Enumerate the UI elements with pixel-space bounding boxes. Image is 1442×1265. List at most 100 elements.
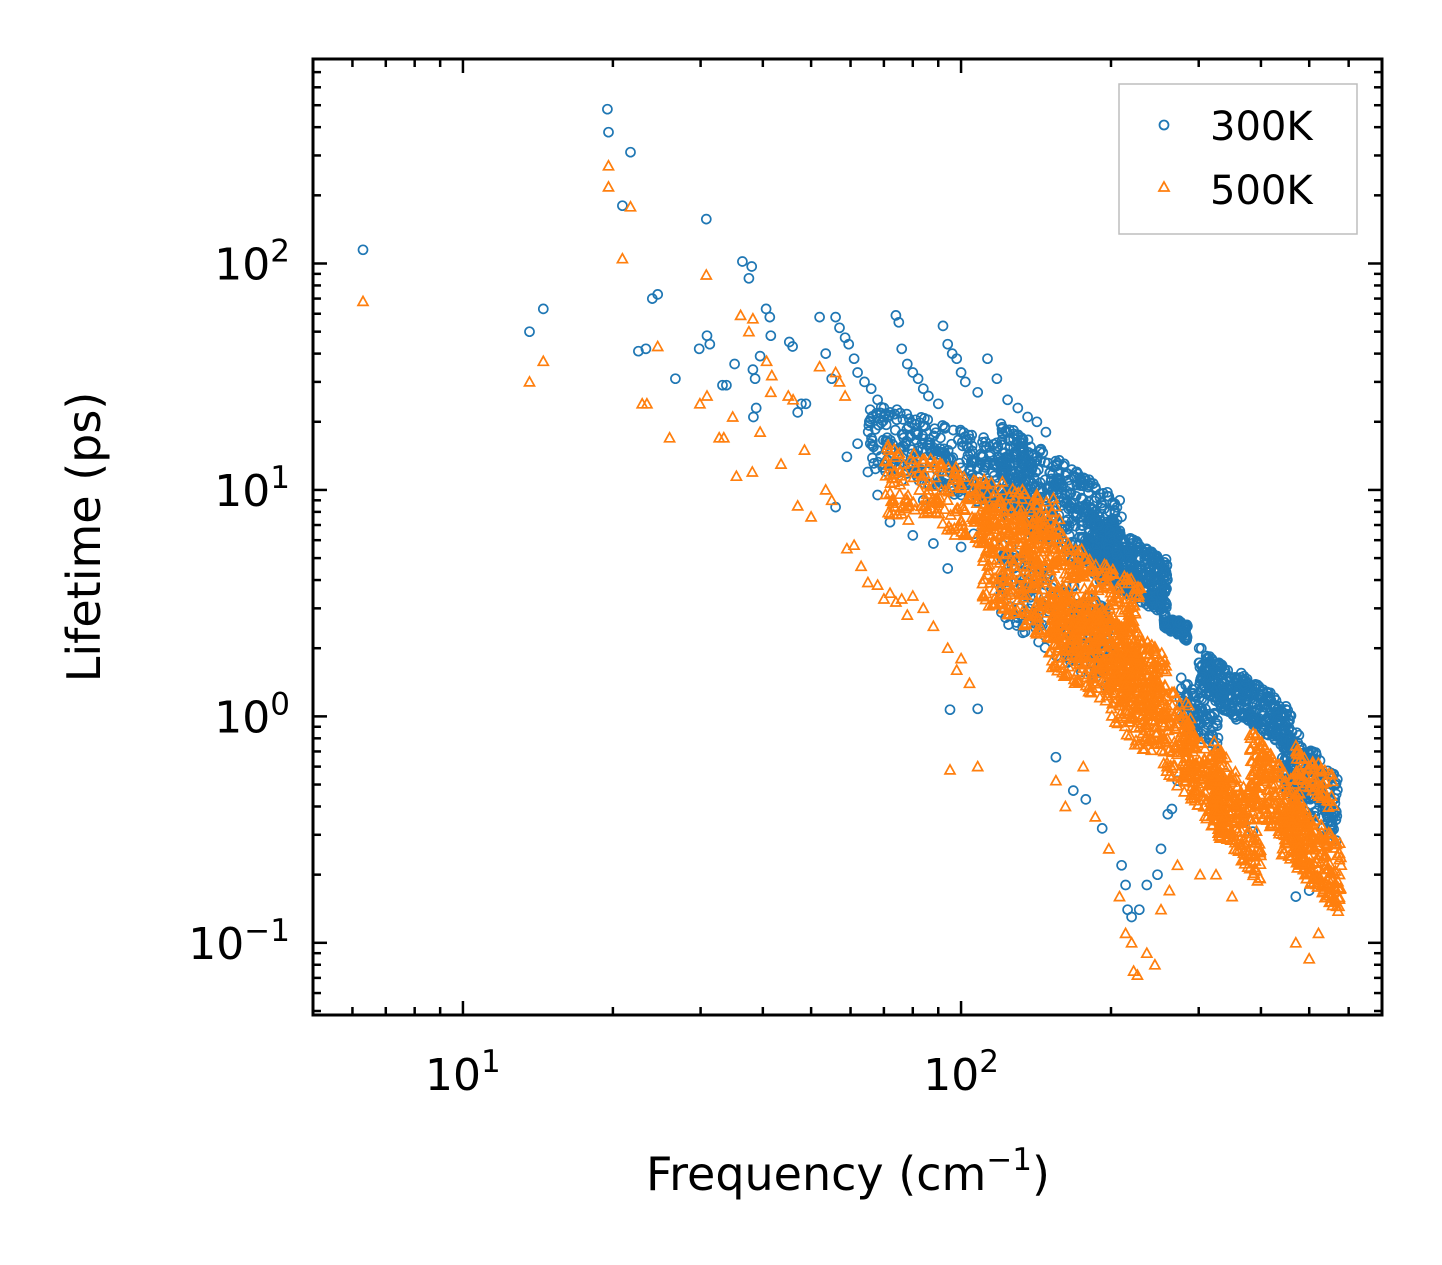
data-point-300K (787, 341, 798, 352)
data-point-500K (1195, 763, 1209, 776)
data-point-500K (919, 493, 933, 505)
data-point-300K (1159, 584, 1171, 595)
data-point-300K (1176, 683, 1187, 694)
data-point-300K (1037, 447, 1049, 459)
data-point-500K (1001, 558, 1015, 570)
data-point-500K (700, 389, 714, 401)
data-point-500K (1114, 706, 1127, 719)
data-point-500K (1249, 836, 1263, 848)
data-point-500K (1103, 601, 1116, 614)
data-point-500K (1132, 649, 1146, 661)
data-point-500K (906, 589, 920, 601)
data-point-500K (1040, 494, 1053, 507)
data-point-500K (1108, 695, 1122, 708)
data-point-300K (865, 383, 877, 395)
data-point-500K (1214, 817, 1228, 830)
data-point-500K (1038, 573, 1052, 585)
data-point-500K (1169, 741, 1183, 754)
data-point-500K (1136, 671, 1149, 684)
data-point-500K (960, 528, 974, 540)
data-point-300K (1025, 483, 1037, 495)
data-point-300K (907, 367, 919, 378)
data-point-500K (1079, 551, 1093, 564)
data-point-500K (1193, 867, 1207, 880)
data-point-500K (1113, 605, 1127, 618)
data-point-300K (951, 353, 963, 365)
data-point-500K (995, 483, 1009, 496)
data-point-500K (996, 536, 1010, 549)
data-point-500K (1222, 786, 1236, 799)
data-point-500K (764, 385, 778, 398)
data-point-500K (928, 455, 942, 468)
data-point-500K (1209, 867, 1223, 880)
data-point-500K (1157, 756, 1171, 769)
data-point-500K (871, 578, 885, 590)
data-point-300K (870, 463, 881, 475)
data-point-300K (1155, 843, 1167, 855)
data-point-300K (1071, 503, 1083, 515)
data-point-500K (1093, 568, 1107, 581)
data-point-500K (1302, 952, 1316, 964)
data-point-500K (1123, 712, 1137, 724)
data-point-500K (1167, 735, 1181, 747)
data-point-300K (749, 373, 761, 385)
data-point-300K (1065, 487, 1077, 499)
data-point-500K (985, 552, 998, 565)
data-point-300K (923, 390, 934, 402)
data-point-500K (1105, 616, 1119, 629)
data-point-300K (1261, 687, 1273, 699)
data-point-500K (941, 641, 955, 654)
data-point-500K (786, 393, 800, 405)
data-point-500K (1171, 704, 1185, 717)
data-point-300K (1087, 478, 1099, 489)
data-point-500K (1031, 498, 1045, 511)
data-point-500K (1058, 566, 1072, 579)
data-point-300K (880, 419, 892, 431)
data-point-500K (1006, 482, 1020, 494)
data-point-500K (976, 588, 990, 600)
data-point-500K (1104, 566, 1118, 578)
data-point-500K (1058, 643, 1072, 656)
data-point-500K (1015, 588, 1029, 600)
data-point-500K (1180, 723, 1194, 735)
data-point-500K (1046, 541, 1060, 554)
data-point-500K (1117, 661, 1131, 674)
data-point-500K (1105, 622, 1119, 635)
data-point-500K (1104, 612, 1118, 625)
data-point-500K (936, 516, 950, 529)
data-point-500K (1031, 491, 1045, 504)
data-point-300K (1022, 411, 1033, 423)
data-point-300K (1109, 543, 1121, 555)
data-point-300K (1166, 803, 1178, 815)
data-point-300K (972, 703, 984, 715)
data-point-500K (1216, 823, 1230, 835)
data-point-500K (1225, 814, 1239, 826)
data-point-300K (1108, 537, 1120, 548)
data-point-500K (1006, 582, 1019, 595)
data-point-300K (1133, 562, 1145, 574)
data-point-300K (1327, 812, 1339, 823)
data-point-500K (1025, 515, 1039, 528)
data-point-500K (1248, 862, 1262, 875)
data-point-500K (879, 487, 892, 500)
data-point-500K (980, 486, 994, 499)
data-point-300K (704, 338, 716, 350)
data-point-500K (1145, 638, 1159, 650)
data-point-500K (829, 365, 843, 378)
data-point-500K (1289, 936, 1303, 948)
data-point-500K (1217, 778, 1231, 791)
data-point-300K (936, 478, 948, 490)
data-point-300K (1241, 686, 1252, 698)
data-point-500K (1059, 608, 1073, 620)
data-point-500K (1165, 698, 1179, 711)
data-point-500K (1120, 571, 1134, 584)
data-point-500K (948, 465, 961, 478)
data-point-500K (1061, 649, 1075, 661)
data-point-500K (1154, 743, 1168, 756)
data-point-300K (1050, 751, 1062, 763)
data-point-300K (841, 451, 853, 463)
data-point-300K (1181, 619, 1193, 631)
data-point-500K (1085, 588, 1099, 601)
data-point-500K (651, 339, 665, 352)
data-point-300K (820, 348, 832, 359)
